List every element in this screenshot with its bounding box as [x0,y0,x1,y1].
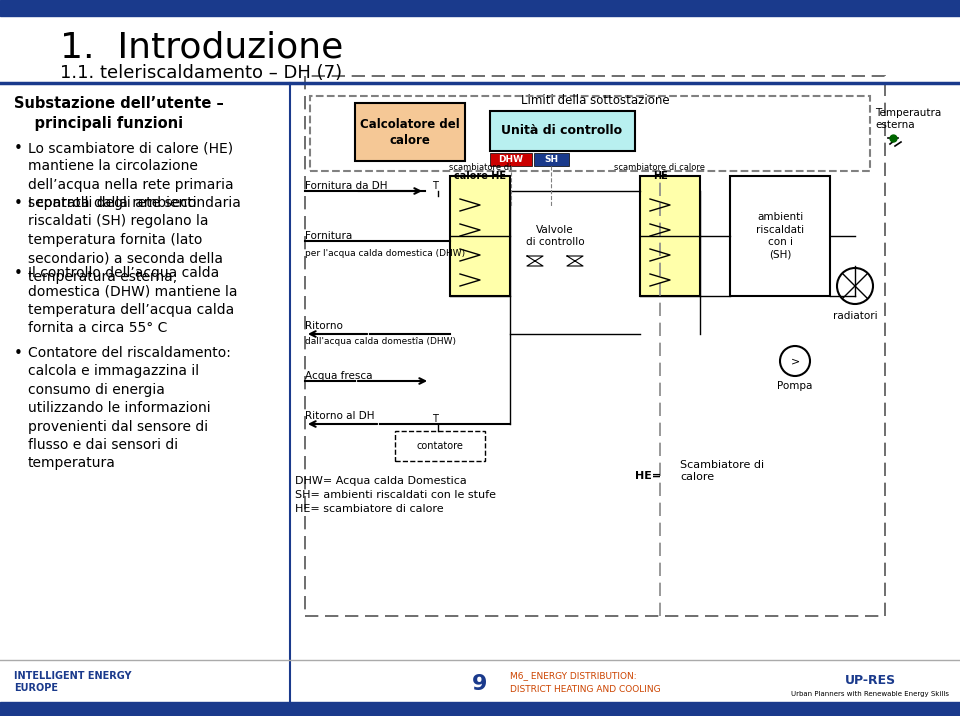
FancyBboxPatch shape [490,111,635,151]
Text: Lo scambiatore di calore (HE)
mantiene la circolazione
dell’acqua nella rete pri: Lo scambiatore di calore (HE) mantiene l… [28,141,241,211]
Text: >: > [790,356,800,366]
Text: 1.1. teleriscaldamento – DH (7): 1.1. teleriscaldamento – DH (7) [60,64,342,82]
Text: Fornitura da DH: Fornitura da DH [305,181,388,191]
Text: •: • [14,266,23,281]
Bar [305,76,885,616]
Text: calore HE: calore HE [454,171,506,181]
Text: ambienti
riscaldati
con i
(SH): ambienti riscaldati con i (SH) [756,213,804,260]
Text: Valvole
di controllo: Valvole di controllo [526,225,585,247]
Text: HE=: HE= [635,471,661,481]
Bar [0,0,960,16]
Text: scambiatore di calore: scambiatore di calore [614,163,706,173]
Bar [310,96,870,171]
Text: Calcolatore del
calore: Calcolatore del calore [360,117,460,147]
Text: DHW= Acqua calda Domestica
SH= ambienti riscaldati con le stufe
HE= scambiatore : DHW= Acqua calda Domestica SH= ambienti … [295,476,496,514]
Bar [640,176,700,296]
Bar [395,431,485,461]
Text: Acqua fresca: Acqua fresca [305,371,372,381]
Text: Substazione dell’utente –
    principali funzioni: Substazione dell’utente – principali fun… [14,96,224,131]
Bar [730,176,830,296]
Text: Urban Planners with Renewable Energy Skills: Urban Planners with Renewable Energy Ski… [791,691,949,697]
Text: Unità di controllo: Unità di controllo [501,125,623,137]
Text: •: • [14,346,23,361]
Text: •: • [14,141,23,156]
Text: •: • [14,196,23,211]
Text: 1.  Introduzione: 1. Introduzione [60,31,344,65]
Text: Temperautra
esterna: Temperautra esterna [875,108,941,130]
Text: HE: HE [653,171,667,181]
Text: Ritorno al DH: Ritorno al DH [305,411,374,421]
Text: DHW: DHW [498,155,523,164]
Text: per l'acqua calda domestica (DHW): per l'acqua calda domestica (DHW) [305,249,466,258]
Bar [534,153,569,166]
Text: EUROPE: EUROPE [14,683,58,693]
Text: I controlli degli ambienti
riscaldati (SH) regolano la
temperatura fornita (lato: I controlli degli ambienti riscaldati (S… [28,196,223,284]
Text: scambiatore di: scambiatore di [448,163,512,173]
Text: INTELLIGENT ENERGY: INTELLIGENT ENERGY [14,671,132,681]
Bar [0,702,960,716]
Text: SH: SH [544,155,558,164]
Text: radiatori: radiatori [832,311,877,321]
Text: M6_ ENERGY DISTRIBUTION:: M6_ ENERGY DISTRIBUTION: [510,672,636,680]
FancyBboxPatch shape [355,103,465,161]
Text: Pompa: Pompa [778,381,813,391]
Text: UP-RES: UP-RES [845,674,896,687]
Text: dall'acqua calda domestîa (DHW): dall'acqua calda domestîa (DHW) [305,337,456,346]
Text: Il controllo dell’acqua calda
domestica (DHW) mantiene la
temperatura dell’acqua: Il controllo dell’acqua calda domestica … [28,266,237,335]
Text: Scambiatore di
calore: Scambiatore di calore [680,460,764,482]
Text: Limiti della sottostazione: Limiti della sottostazione [520,94,669,107]
Text: T: T [432,414,438,424]
Text: T: T [432,181,438,191]
Text: DISTRICT HEATING AND COOLING: DISTRICT HEATING AND COOLING [510,684,660,694]
Text: 9: 9 [472,674,488,694]
Bar [490,153,532,166]
Bar [450,176,510,296]
Text: Ritorno: Ritorno [305,321,343,331]
Text: Fornitura: Fornitura [305,231,352,241]
Text: Contatore del riscaldamento:
calcola e immagazzina il
consumo di energia
utilizz: Contatore del riscaldamento: calcola e i… [28,346,230,470]
Text: contatore: contatore [417,441,464,451]
